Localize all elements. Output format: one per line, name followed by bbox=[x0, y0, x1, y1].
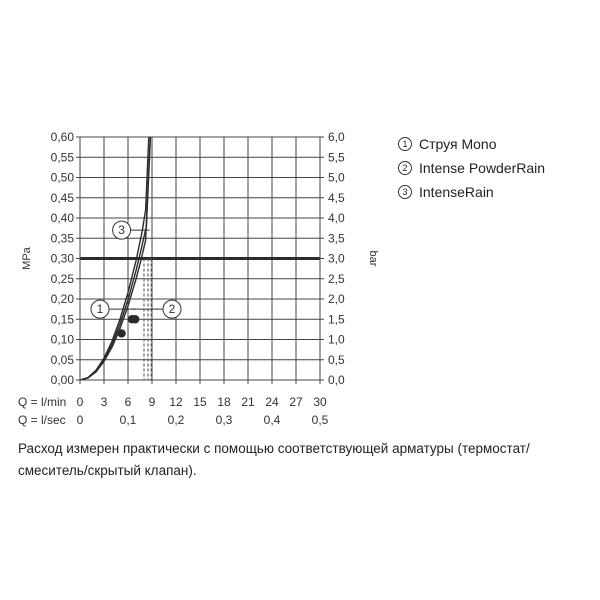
y-right-tick-label: 2,5 bbox=[328, 272, 345, 286]
series-line-3 bbox=[79, 136, 152, 381]
y-left-tick-label: 0,10 bbox=[51, 333, 75, 347]
x-lsec-tick-label: 0,1 bbox=[120, 413, 137, 427]
y-right-tick-label: 5,0 bbox=[328, 171, 345, 185]
callouts: 3 1 2 bbox=[90, 220, 182, 319]
caption: Расход измерен практически с помощью соо… bbox=[18, 441, 530, 478]
y-left-tick-label: 0,00 bbox=[51, 373, 75, 387]
x-lmin-tick-label: 6 bbox=[125, 395, 132, 409]
x-lmin-tick-label: 9 bbox=[149, 395, 156, 409]
y-left-tick-label: 0,30 bbox=[51, 252, 75, 266]
y-left-axis-label: MPa bbox=[21, 246, 33, 270]
legend-number: 1 bbox=[398, 137, 412, 151]
y-left-tick-label: 0,45 bbox=[51, 191, 75, 205]
axes bbox=[76, 136, 324, 384]
x-lmin-tick-label: 27 bbox=[289, 395, 303, 409]
y-right-tick-label: 4,5 bbox=[328, 191, 345, 205]
x-lsec-tick-label: 0,4 bbox=[264, 413, 281, 427]
legend-number: 3 bbox=[398, 185, 412, 199]
y-right-tick-label: 5,5 bbox=[328, 150, 345, 164]
y-right-tick-label: 2,0 bbox=[328, 292, 345, 306]
legend-number: 2 bbox=[398, 161, 412, 175]
x-lsec-tick-label: 0 bbox=[77, 413, 84, 427]
x-lsec-tick-label: 0,5 bbox=[312, 413, 329, 427]
legend-label: IntenseRain bbox=[419, 184, 494, 200]
x-lmin-tick-label: 15 bbox=[193, 395, 207, 409]
legend-item: 1 Струя Mono bbox=[398, 132, 545, 156]
x-lsec-axis-label: Q = l/sec bbox=[18, 413, 66, 427]
x-lmin-tick-label: 0 bbox=[77, 395, 84, 409]
x-lmin-tick-label: 12 bbox=[169, 395, 183, 409]
callout-circle-3 bbox=[112, 220, 132, 240]
y-left-tick-label: 0,40 bbox=[51, 211, 75, 225]
callout-circle-2 bbox=[162, 299, 182, 319]
x-lmin-tick-label: 30 bbox=[313, 395, 327, 409]
x-lsec-tick-label: 0,2 bbox=[168, 413, 185, 427]
y-right-tick-label: 1,0 bbox=[328, 333, 345, 347]
y-right-tick-label: 1,5 bbox=[328, 312, 345, 326]
legend-item: 3 IntenseRain bbox=[398, 180, 545, 204]
callout-number-1: 1 bbox=[97, 302, 104, 316]
y-right-tick-label: 4,0 bbox=[328, 211, 345, 225]
x-lmin-tick-label: 21 bbox=[241, 395, 255, 409]
x-lmin-tick-label: 3 bbox=[101, 395, 108, 409]
y-left-tick-label: 0,15 bbox=[51, 312, 75, 326]
tick-labels: 0,00 0,00,05 0,50,10 1,00,15 1,50,20 2,00,25 2… bbox=[18, 130, 379, 427]
y-right-tick-label: 3,0 bbox=[328, 252, 345, 266]
callout-number-2: 2 bbox=[169, 302, 176, 316]
y-left-tick-label: 0,50 bbox=[51, 171, 75, 185]
plot-frame bbox=[79, 136, 321, 381]
y-left-tick-label: 0,25 bbox=[51, 272, 75, 286]
callout-number-3: 3 bbox=[118, 223, 125, 237]
y-right-tick-label: 3,5 bbox=[328, 231, 345, 245]
x-lmin-tick-label: 24 bbox=[265, 395, 279, 409]
y-left-tick-label: 0,60 bbox=[51, 130, 75, 144]
series-marker-3 bbox=[131, 315, 140, 324]
y-left-tick-label: 0,20 bbox=[51, 292, 75, 306]
y-right-axis-label: bar bbox=[367, 251, 379, 267]
legend-label: Intense PowderRain bbox=[419, 160, 546, 176]
series-layer bbox=[79, 136, 152, 381]
y-left-tick-label: 0,55 bbox=[51, 150, 75, 164]
x-lmin-axis-label: Q = l/min bbox=[18, 395, 66, 409]
y-left-tick-label: 0,35 bbox=[51, 231, 75, 245]
callout-circle-1 bbox=[90, 299, 110, 319]
y-left-tick-label: 0,05 bbox=[51, 353, 75, 367]
x-lsec-tick-label: 0,3 bbox=[216, 413, 233, 427]
x-lmin-tick-label: 18 bbox=[217, 395, 231, 409]
legend-label: Струя Mono bbox=[419, 136, 497, 152]
y-right-tick-label: 0,0 bbox=[328, 373, 345, 387]
legend: 1 Струя Mono 2 Intense PowderRain 3 Inte… bbox=[398, 132, 545, 204]
y-right-tick-label: 0,5 bbox=[328, 353, 345, 367]
legend-item: 2 Intense PowderRain bbox=[398, 156, 545, 180]
y-right-tick-label: 6,0 bbox=[328, 130, 345, 144]
